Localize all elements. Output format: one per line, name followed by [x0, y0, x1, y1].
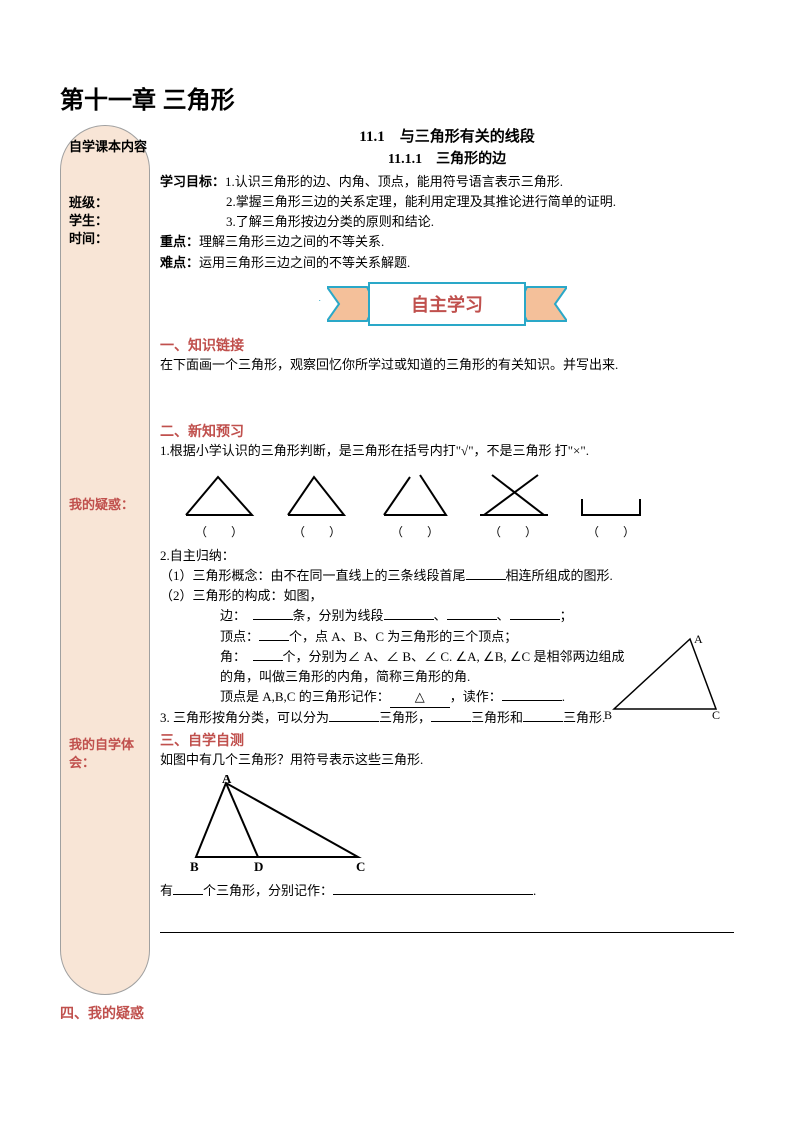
q2-composition: （2）三角形的构成：如图，	[160, 586, 734, 606]
sidebar-study-title: 自学课本内容	[69, 138, 147, 156]
blank	[384, 607, 434, 620]
blank	[333, 882, 533, 895]
bracket-2: （ ）	[278, 523, 356, 540]
difficulty: 难点：运用三角形三边之间的不等关系解题.	[160, 253, 734, 273]
banner: 自主学习	[327, 281, 567, 327]
content-wrap: 自学课本内容 班级： 学生： 时间： 我的疑惑： 我的自学体会： 四、我的疑惑 …	[60, 125, 734, 1023]
objectives: 学习目标：1.认识三角形的边、内角、顶点，能用符号语言表示三角形. 2.掌握三角…	[160, 172, 734, 232]
blank	[253, 648, 283, 661]
blank	[510, 607, 560, 620]
q2-1b: 相连所组成的图形.	[506, 568, 613, 583]
section-3-answer: 有个三角形，分别记作：.	[160, 881, 734, 901]
vertex-label: 顶点：	[220, 629, 259, 644]
arrow-icon	[224, 299, 324, 301]
angle-text: 个，分别为∠ A、∠ B、∠ C. ∠A, ∠B, ∠C 是相邻两边组成	[283, 649, 625, 664]
shape-4-icon	[474, 469, 552, 521]
rep-triangle: △	[390, 687, 450, 708]
sidebar-capsule: 自学课本内容 班级： 学生： 时间： 我的疑惑： 我的自学体会：	[60, 125, 150, 995]
rep-a: 顶点是 A,B,C 的三角形记作：	[220, 689, 390, 704]
section-3-head: 三、自学自测	[160, 730, 734, 750]
sidebar-student: 学生：	[69, 212, 108, 230]
blank	[329, 709, 379, 722]
section-1-head: 一、知识链接	[160, 335, 734, 355]
blank	[447, 607, 497, 620]
brackets-row: （ ） （ ） （ ） （ ） （ ）	[180, 523, 734, 540]
bracket-4: （ ）	[474, 523, 552, 540]
blank	[466, 567, 506, 580]
q3a: 3. 三角形按角分类，可以分为	[160, 710, 329, 725]
sidebar-experience: 我的自学体会：	[69, 736, 149, 772]
side-text: 条，分别为线段	[293, 608, 384, 623]
blank	[259, 628, 289, 641]
section-1-body: 在下面画一个三角形，观察回忆你所学过或知道的三角形的有关知识。并写出来.	[160, 355, 734, 375]
side-label: 边：	[220, 608, 253, 623]
svg-text:A: A	[694, 633, 703, 646]
svg-text:C: C	[356, 859, 365, 874]
objective-1: 1.认识三角形的边、内角、顶点，能用符号语言表示三角形.	[225, 174, 563, 189]
rep-b: ，读作：	[450, 689, 502, 704]
svg-text:B: B	[604, 708, 612, 722]
sidebar: 自学课本内容 班级： 学生： 时间： 我的疑惑： 我的自学体会： 四、我的疑惑	[60, 125, 150, 1023]
shape-5-icon	[572, 469, 650, 521]
section-3-body: 如图中有几个三角形？用符号表示这些三角形.	[160, 750, 734, 770]
ans-a: 有	[160, 883, 173, 898]
section-2-q2: 2.自主归纳：	[160, 546, 734, 566]
blank	[502, 688, 562, 701]
blank	[431, 709, 471, 722]
objectives-label: 学习目标：	[160, 174, 225, 189]
q2-1a: （1）三角形概念：由不在同一直线上的三条线段首尾	[160, 568, 466, 583]
main-content: 11.1 与三角形有关的线段 11.1.1 三角形的边 学习目标：1.认识三角形…	[160, 125, 734, 1023]
sidebar-class: 班级：	[69, 194, 108, 212]
bracket-1: （ ）	[180, 523, 258, 540]
bracket-5: （ ）	[572, 523, 650, 540]
banner-text: 自主学习	[327, 281, 567, 327]
keypoint: 重点：理解三角形三边之间的不等关系.	[160, 232, 734, 252]
section-number: 11.1 与三角形有关的线段	[160, 125, 734, 146]
q3c: 三角形和	[471, 710, 523, 725]
shapes-row	[180, 469, 734, 521]
shape-1-icon	[180, 469, 258, 521]
blank	[253, 607, 293, 620]
sidebar-doubt: 我的疑惑：	[69, 496, 134, 514]
q3d: 三角形.	[563, 710, 605, 725]
vertex-text: 个，点 A、B、C 为三角形的三个顶点；	[289, 629, 517, 644]
blank	[173, 882, 203, 895]
objective-3: 3.了解三角形按边分类的原则和结论.	[226, 214, 434, 229]
section-4-head: 四、我的疑惑	[60, 1003, 150, 1023]
svg-text:D: D	[254, 859, 263, 874]
section-2-q1: 1.根据小学认识的三角形判断，是三角形在括号内打"√"，不是三角形 打"×".	[160, 441, 734, 461]
section-2-head: 二、新知预习	[160, 421, 734, 441]
bracket-3: （ ）	[376, 523, 454, 540]
self-test-figure-icon: A B D C	[180, 775, 380, 875]
angle-label: 角：	[220, 649, 253, 664]
q3b: 三角形，	[379, 710, 431, 725]
objective-2: 2.掌握三角形三边的关系定理，能利用定理及其推论进行简单的证明.	[226, 194, 616, 209]
svg-text:B: B	[190, 859, 199, 874]
keypoint-text: 理解三角形三边之间的不等关系.	[199, 234, 384, 249]
sidebar-time: 时间：	[69, 230, 108, 248]
ans-b: 个三角形，分别记作：	[203, 883, 333, 898]
shape-2-icon	[278, 469, 356, 521]
triangle-abc-icon: A B C	[604, 633, 724, 723]
bottom-rule	[160, 932, 734, 933]
chapter-title: 第十一章 三角形	[60, 80, 734, 115]
svg-text:C: C	[712, 708, 720, 722]
blank	[523, 709, 563, 722]
subsection-number: 11.1.1 三角形的边	[160, 148, 734, 168]
difficulty-label: 难点：	[160, 255, 199, 270]
shape-3-icon	[376, 469, 454, 521]
difficulty-text: 运用三角形三边之间的不等关系解题.	[199, 255, 410, 270]
q2-concept: （1）三角形概念：由不在同一直线上的三条线段首尾 相连所组成的图形.	[160, 566, 734, 586]
svg-text:A: A	[222, 775, 232, 786]
keypoint-label: 重点：	[160, 234, 199, 249]
